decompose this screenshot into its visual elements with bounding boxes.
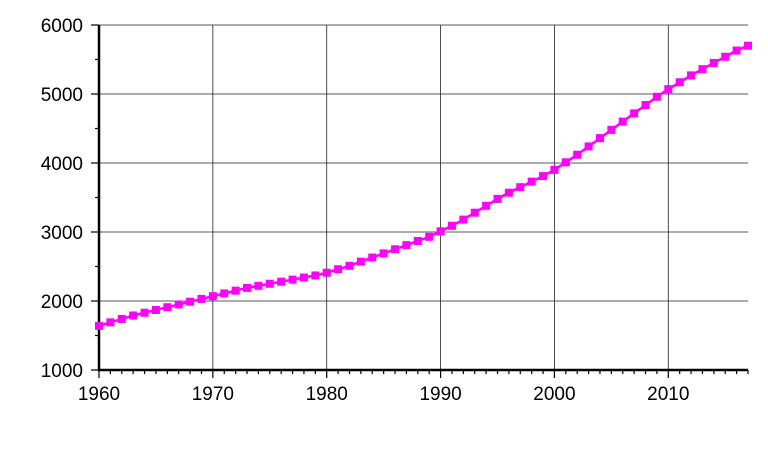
- data-point-1967: [174, 300, 183, 309]
- data-point-2008: [641, 101, 650, 110]
- data-point-1965: [151, 305, 160, 314]
- data-point-1986: [391, 245, 400, 254]
- x-tick-label-1990: 1990: [419, 384, 461, 405]
- data-point-1973: [243, 283, 252, 292]
- data-point-1964: [140, 308, 149, 317]
- data-point-2014: [709, 58, 718, 67]
- tick-labels: 1000 2000 3000 4000 5000 6000 1960 1970 1980 1990…: [41, 16, 690, 405]
- data-point-1981: [334, 265, 343, 274]
- data-point-1963: [129, 311, 138, 320]
- data-point-1997: [516, 183, 525, 192]
- data-point-1984: [368, 253, 377, 262]
- y-tick-label-1000: 1000: [41, 361, 83, 382]
- data-point-1978: [299, 273, 308, 282]
- data-point-1976: [277, 277, 286, 286]
- data-point-1971: [220, 289, 229, 298]
- data-point-2015: [721, 52, 730, 61]
- x-tick-label-2000: 2000: [533, 384, 575, 405]
- data-point-2010: [664, 85, 673, 94]
- data-point-2011: [675, 78, 684, 87]
- x-tick-label-1960: 1960: [78, 384, 120, 405]
- data-point-1975: [265, 279, 274, 288]
- series-line-0: [98, 44, 749, 328]
- data-point-2016: [732, 46, 741, 55]
- data-point-1980: [322, 268, 331, 277]
- x-tick-label-1980: 1980: [306, 384, 348, 405]
- data-point-1994: [482, 201, 491, 210]
- data-point-1983: [356, 257, 365, 266]
- data-point-1970: [208, 292, 217, 301]
- grid: [99, 24, 748, 370]
- data-point-1995: [493, 194, 502, 203]
- data-point-2003: [584, 142, 593, 151]
- data-point-1988: [413, 236, 422, 245]
- data-point-1998: [527, 177, 536, 186]
- data-point-1974: [254, 281, 263, 290]
- data-point-1999: [539, 172, 548, 181]
- data-point-1969: [197, 294, 206, 303]
- data-point-1993: [470, 208, 479, 217]
- data-point-2007: [630, 109, 639, 118]
- y-tick-label-4000: 4000: [41, 154, 83, 175]
- y-tick-label-2000: 2000: [41, 292, 83, 313]
- data-point-1968: [186, 297, 195, 306]
- data-point-1961: [106, 318, 115, 327]
- data-point-2002: [573, 150, 582, 159]
- data-point-1991: [447, 221, 456, 230]
- y-tick-label-5000: 5000: [41, 85, 83, 106]
- data-point-1962: [117, 314, 126, 323]
- data-point-2009: [652, 92, 661, 101]
- x-tick-label-2010: 2010: [647, 384, 689, 405]
- data-point-1960: [95, 321, 103, 330]
- data-point-1987: [402, 241, 411, 250]
- data-series: [95, 41, 752, 330]
- data-point-1966: [163, 303, 172, 312]
- data-point-2004: [595, 134, 604, 143]
- data-point-1977: [288, 275, 297, 284]
- data-point-2017: [744, 41, 752, 50]
- y-tick-label-3000: 3000: [41, 223, 83, 244]
- data-point-1992: [459, 215, 468, 224]
- data-point-2006: [618, 117, 627, 126]
- data-point-2005: [607, 125, 616, 134]
- data-point-2000: [550, 165, 559, 174]
- data-point-1972: [231, 286, 240, 295]
- data-point-1985: [379, 249, 388, 258]
- data-point-1989: [425, 232, 434, 241]
- y-tick-label-6000: 6000: [41, 16, 83, 37]
- data-point-2012: [687, 71, 696, 80]
- tick-marks: [91, 24, 749, 378]
- x-tick-label-1970: 1970: [192, 384, 234, 405]
- data-point-1982: [345, 261, 354, 270]
- axes: [97, 25, 748, 372]
- data-point-1996: [504, 188, 513, 197]
- data-point-1990: [436, 227, 445, 236]
- data-point-2013: [698, 65, 707, 74]
- data-point-2001: [561, 158, 570, 167]
- data-point-1979: [311, 271, 320, 280]
